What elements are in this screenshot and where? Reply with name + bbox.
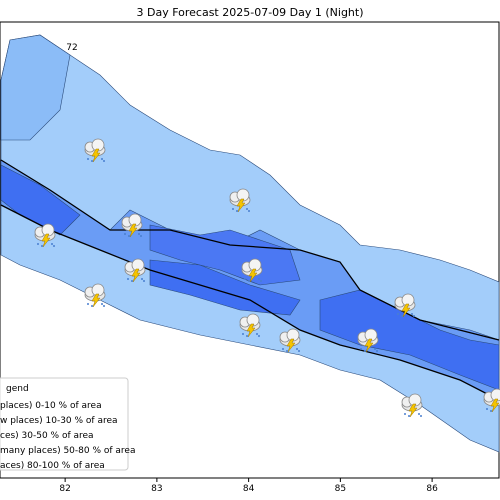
map-label: 72 (66, 43, 77, 53)
x-tick-label: 86 (426, 484, 438, 494)
x-tick-label: 85 (335, 484, 346, 494)
x-tick-label: 83 (151, 484, 162, 494)
legend-entry: many places) 50-80 % of area (0, 446, 135, 456)
region-dark (149, 259, 301, 316)
legend: gend places) 0-10 % of area w places) 10-3… (0, 377, 135, 471)
map-title: 3 Day Forecast 2025-07-09 Day 1 (Night) (136, 6, 363, 19)
legend-title: gend (6, 384, 29, 394)
legend-entry: aces) 80-100 % of area (0, 461, 105, 471)
zone-border (0, 159, 500, 341)
region-dark (0, 164, 81, 236)
zone-border (0, 204, 500, 401)
legend-entry: places) 0-10 % of area (0, 401, 102, 411)
region-light (0, 34, 71, 141)
region-medium-dark (149, 224, 301, 286)
legend-entry: w places) 10-30 % of area (0, 416, 118, 426)
legend-entry: ces) 30-50 % of area (0, 431, 94, 441)
x-tick-label: 84 (243, 484, 255, 494)
x-tick-label: 82 (59, 484, 70, 494)
legend-box (0, 377, 129, 471)
